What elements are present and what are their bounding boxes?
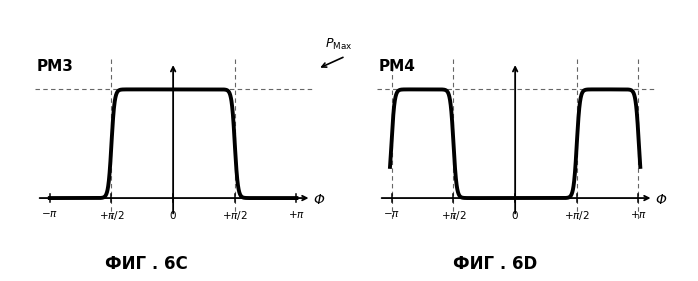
Text: ФИГ . 6C: ФИГ . 6C [105, 255, 188, 273]
Text: $-\pi$: $-\pi$ [383, 209, 401, 219]
Text: $+\pi/2$: $+\pi/2$ [98, 209, 124, 222]
Text: PM3: PM3 [37, 59, 74, 74]
Text: $-\pi$: $-\pi$ [41, 209, 59, 219]
Text: $0$: $0$ [511, 209, 519, 221]
Text: $+\pi/2$: $+\pi/2$ [440, 209, 466, 222]
Text: $+\pi/2$: $+\pi/2$ [564, 209, 590, 222]
Text: $+\pi$: $+\pi$ [630, 209, 647, 220]
Text: $+\pi$: $+\pi$ [288, 209, 305, 220]
Text: Φ: Φ [313, 192, 324, 207]
Text: ФИГ . 6D: ФИГ . 6D [454, 255, 537, 273]
Text: $P_{\mathsf{Max}}$: $P_{\mathsf{Max}}$ [325, 37, 352, 52]
Text: Φ: Φ [655, 192, 666, 207]
Text: $+\pi/2$: $+\pi/2$ [222, 209, 248, 222]
Text: $0$: $0$ [169, 209, 177, 221]
Text: PM4: PM4 [379, 59, 416, 74]
